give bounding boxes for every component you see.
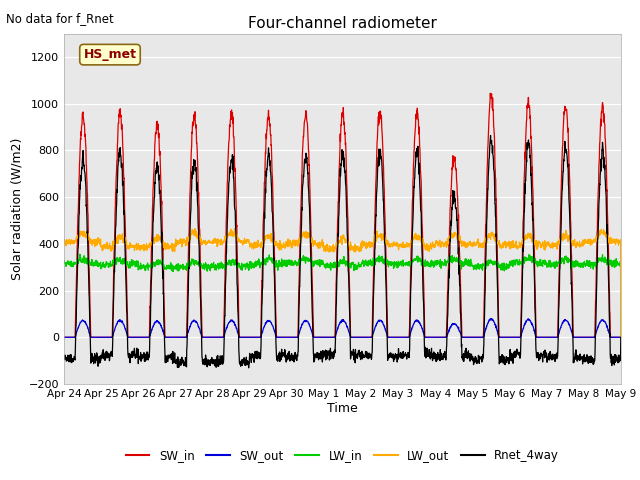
LW_in: [216, 263, 223, 268]
Line: SW_out: SW_out: [64, 319, 621, 337]
Line: LW_in: LW_in: [64, 254, 621, 337]
LW_in: [359, 257, 367, 263]
LW_in: [60, 258, 68, 264]
SW_in: [486, 90, 494, 96]
SW_out: [358, 335, 366, 340]
LW_in: [504, 264, 512, 270]
Rnet_4way: [216, 357, 223, 362]
SW_in: [216, 335, 223, 340]
LW_in: [371, 258, 379, 264]
SW_in: [617, 335, 625, 340]
X-axis label: Time: Time: [327, 402, 358, 415]
Line: LW_out: LW_out: [64, 228, 621, 337]
SW_out: [371, 326, 378, 332]
Title: Four-channel radiometer: Four-channel radiometer: [248, 16, 437, 31]
Text: No data for f_Rnet: No data for f_Rnet: [6, 12, 114, 25]
SW_in: [358, 335, 366, 340]
Legend: SW_in, SW_out, LW_in, LW_out, Rnet_4way: SW_in, SW_out, LW_in, LW_out, Rnet_4way: [121, 444, 564, 467]
SW_out: [617, 335, 625, 340]
LW_in: [617, 335, 625, 340]
Line: SW_in: SW_in: [64, 93, 621, 337]
LW_in: [76, 252, 84, 257]
Rnet_4way: [371, 246, 379, 252]
LW_out: [60, 240, 68, 245]
LW_out: [617, 335, 625, 340]
Rnet_4way: [617, 335, 625, 340]
SW_in: [568, 266, 575, 272]
Line: Rnet_4way: Rnet_4way: [64, 135, 621, 368]
LW_out: [216, 238, 223, 244]
SW_in: [504, 335, 512, 340]
LW_in: [568, 261, 575, 266]
SW_out: [60, 335, 68, 340]
SW_in: [371, 230, 378, 236]
Rnet_4way: [568, 298, 576, 304]
LW_in: [584, 260, 591, 265]
LW_out: [230, 226, 238, 231]
LW_out: [584, 240, 591, 245]
Y-axis label: Solar radiation (W/m2): Solar radiation (W/m2): [10, 138, 23, 280]
LW_out: [371, 239, 379, 245]
SW_out: [584, 335, 591, 340]
LW_out: [359, 239, 367, 244]
SW_out: [216, 335, 223, 340]
LW_out: [504, 242, 512, 248]
Rnet_4way: [60, 352, 68, 358]
Rnet_4way: [245, 365, 253, 371]
Rnet_4way: [584, 358, 591, 364]
SW_in: [584, 335, 591, 340]
Rnet_4way: [505, 355, 513, 360]
SW_out: [487, 316, 495, 322]
SW_out: [504, 335, 512, 340]
Text: HS_met: HS_met: [83, 48, 136, 61]
SW_in: [60, 335, 68, 340]
SW_out: [568, 329, 575, 335]
Rnet_4way: [359, 353, 367, 359]
Rnet_4way: [487, 132, 495, 138]
LW_out: [568, 239, 575, 245]
